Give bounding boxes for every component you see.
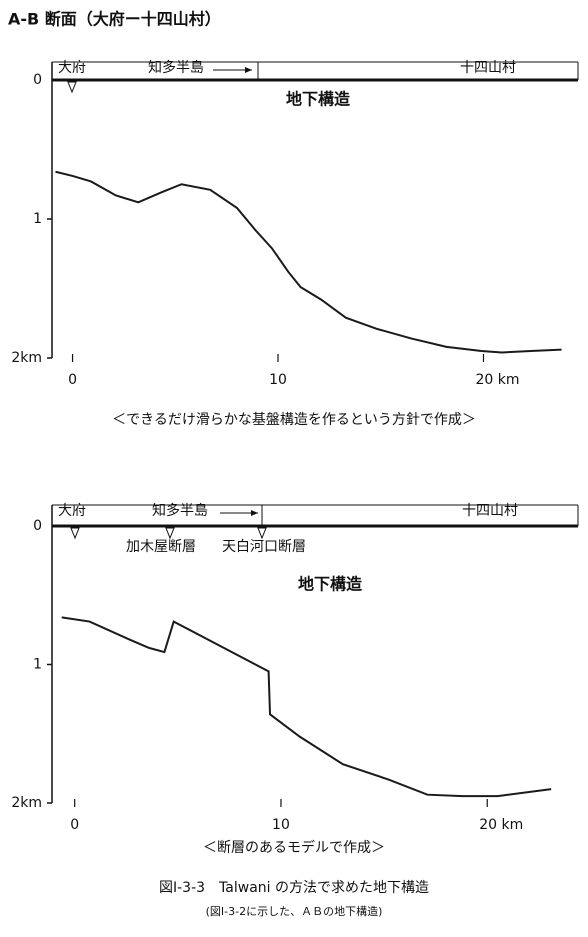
y-tick-label: 1	[33, 211, 42, 227]
place-label: 十四山村	[462, 503, 518, 519]
y-tick-label: 1	[33, 657, 42, 673]
figure-title: A-B 断面（大府ー十四山村）	[8, 10, 221, 29]
place-label: 知多半島	[148, 59, 204, 76]
fault-label: 加木屋断層	[126, 539, 196, 555]
location-triangle	[67, 81, 77, 94]
location-triangle	[70, 527, 80, 540]
place-label: 大府	[58, 503, 86, 519]
x-tick-label: 20 km	[475, 372, 519, 388]
arrow-head	[245, 67, 252, 73]
x-tick-label: 0	[68, 372, 77, 388]
chart-caption: ＜断層のあるモデルで作成＞	[203, 839, 385, 856]
place-label: 知多半島	[152, 502, 208, 519]
x-tick-label: 10	[272, 817, 290, 833]
y-tick-label: 0	[33, 72, 42, 88]
place-label: 大府	[58, 60, 86, 76]
structure-label: 地下構造	[298, 575, 363, 594]
structure-label: 地下構造	[286, 90, 351, 109]
fault-label: 天白河口断層	[222, 539, 306, 555]
depth-line	[61, 616, 552, 798]
y-tick-label: 2km	[11, 350, 42, 366]
location-triangle	[165, 527, 175, 540]
x-tick-label: 10	[269, 372, 287, 388]
figure-caption: 図Ⅰ-3-3 Talwani の方法で求めた地下構造	[159, 880, 429, 896]
depth-line	[55, 170, 562, 354]
y-tick-label: 2km	[11, 795, 42, 811]
y-tick-label: 0	[33, 518, 42, 534]
location-triangle	[257, 527, 267, 540]
arrow-head	[251, 510, 258, 516]
place-label: 十四山村	[460, 60, 516, 76]
figure-note: (図Ⅰ-3-2に示した、ＡＢの地下構造)	[206, 904, 383, 918]
x-tick-label: 0	[70, 817, 79, 833]
chart-caption: ＜できるだけ滑らかな基盤構造を作るという方針で作成＞	[112, 411, 476, 428]
x-tick-label: 20 km	[479, 817, 523, 833]
